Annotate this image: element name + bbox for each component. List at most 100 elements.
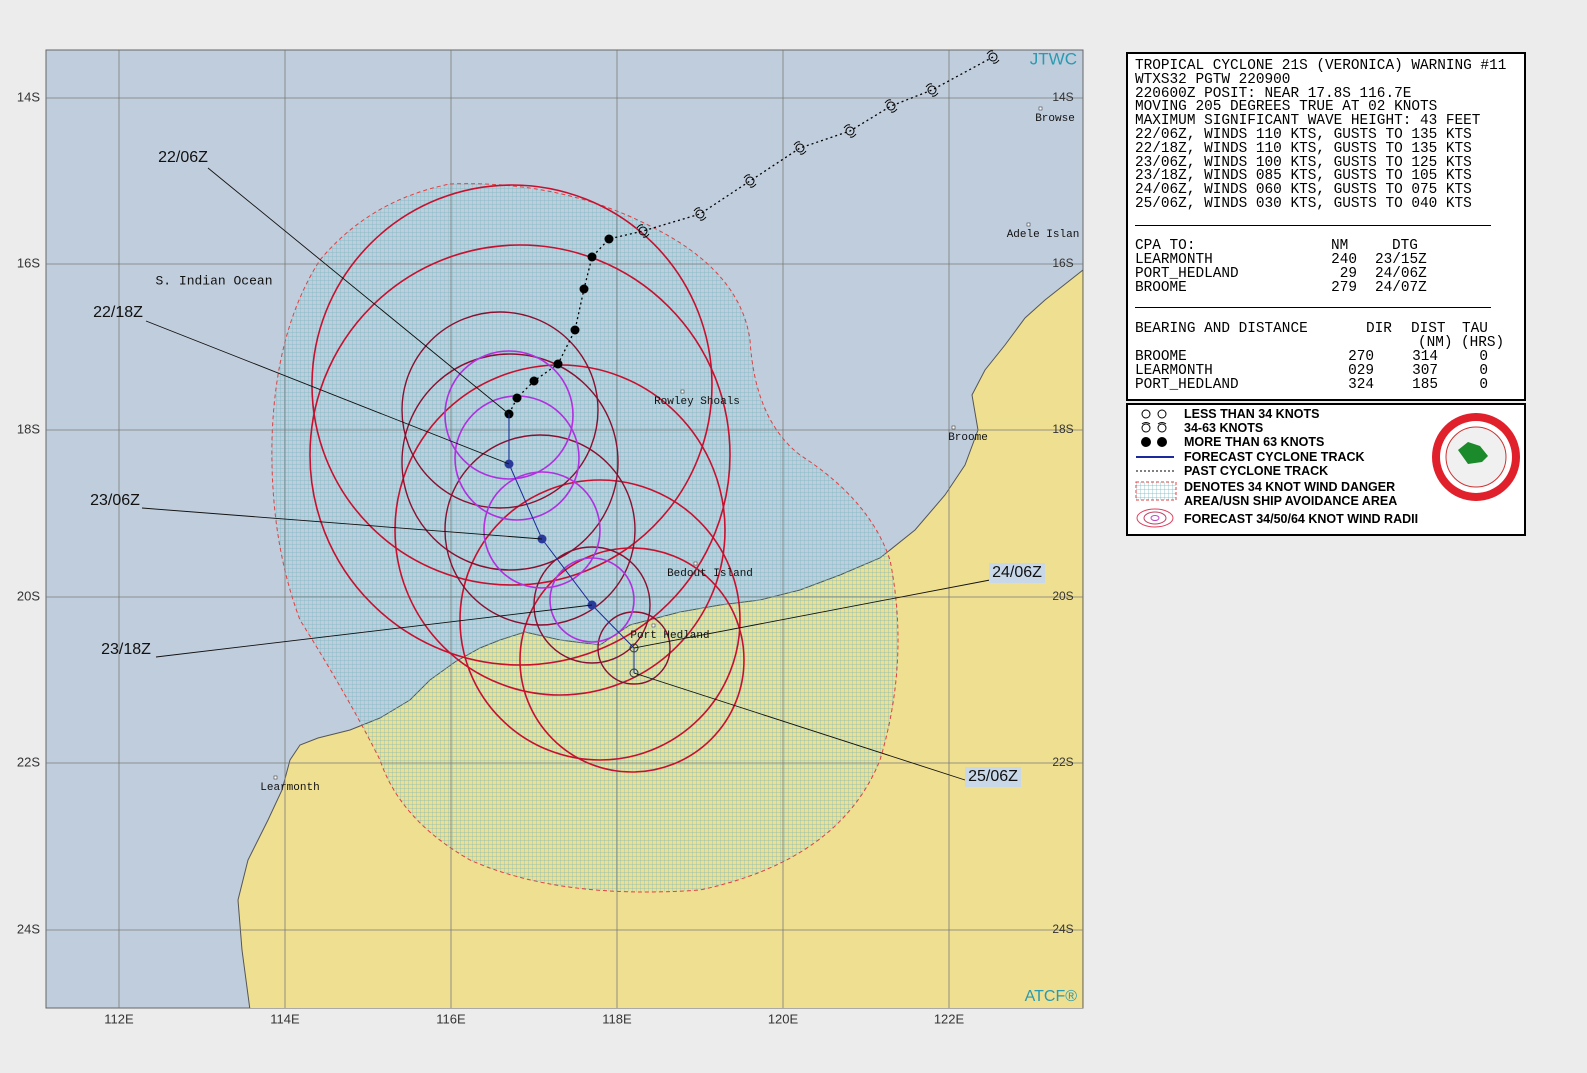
separator bbox=[1135, 225, 1491, 226]
place-marker bbox=[1038, 106, 1043, 111]
forecast-line: 23/06Z, WINDS 100 KTS, GUSTS TO 125 KTS bbox=[1135, 154, 1472, 171]
warning-line: MOVING 205 DEGREES TRUE AT 02 KNOTS bbox=[1135, 99, 1438, 116]
cpa-dtg: 24/06Z bbox=[1375, 266, 1427, 282]
lat-label: 22S bbox=[1052, 755, 1073, 769]
forecast-position bbox=[629, 668, 639, 678]
lon-label: 120E bbox=[768, 1011, 799, 1026]
legend-panel: LESS THAN 34 KNOTS 34-63 KNOTS MORE THAN 6… bbox=[1126, 403, 1526, 536]
cpa-nm: 240 bbox=[1331, 252, 1357, 268]
wind-radius-34 bbox=[311, 184, 713, 586]
cpa-column: DTG bbox=[1392, 238, 1418, 254]
bearing-tau: 0 bbox=[1479, 363, 1488, 379]
bearing-unit: (HRS) bbox=[1461, 335, 1505, 351]
bearing-dist: 314 bbox=[1412, 349, 1438, 365]
storm-symbol bbox=[884, 99, 898, 113]
atcf-label: ATCF® bbox=[1025, 988, 1078, 1005]
lat-label: 24S bbox=[1052, 922, 1073, 936]
label-leader bbox=[155, 604, 593, 658]
forecast-line: 23/18Z, WINDS 085 KTS, GUSTS TO 105 KTS bbox=[1135, 168, 1472, 185]
place-marker bbox=[951, 425, 956, 430]
legend-symbols bbox=[1135, 409, 1520, 528]
label-leader bbox=[207, 167, 510, 415]
storm-symbol bbox=[693, 207, 707, 221]
label-leader bbox=[145, 320, 510, 465]
place-label: Broome bbox=[948, 432, 988, 444]
wind-radius-34 bbox=[459, 479, 741, 761]
bearing-tau: 0 bbox=[1479, 377, 1488, 393]
place-marker bbox=[1026, 222, 1031, 227]
lon-label: 116E bbox=[436, 1011, 466, 1026]
storm-symbol bbox=[843, 124, 857, 138]
wind-radius-50 bbox=[533, 546, 651, 664]
forecast-label: 25/06Z bbox=[968, 768, 1018, 785]
place-label: Learmonth bbox=[260, 782, 319, 794]
bearing-tau: 0 bbox=[1479, 349, 1488, 365]
storm-symbol bbox=[636, 224, 650, 238]
cpa-name: PORT_HEDLAND bbox=[1135, 266, 1239, 282]
lat-label: 20S bbox=[17, 588, 40, 603]
cpa-name: LEARMONTH bbox=[1135, 252, 1213, 268]
past-position bbox=[587, 252, 597, 262]
legend-item: DENOTES 34 KNOT WIND DANGER bbox=[1184, 480, 1396, 494]
bearing-column: DIST bbox=[1411, 321, 1446, 337]
lon-label: 114E bbox=[270, 1011, 300, 1026]
label-leader bbox=[141, 507, 543, 540]
past-position bbox=[845, 126, 855, 136]
cpa-dtg: 24/07Z bbox=[1375, 280, 1427, 296]
lat-label: 16S bbox=[1052, 256, 1073, 270]
warning-line: WTXS32 PGTW 220900 bbox=[1135, 71, 1291, 88]
past-position bbox=[604, 234, 614, 244]
past-position bbox=[579, 284, 589, 294]
bearing-dist: 307 bbox=[1412, 363, 1438, 379]
wind-radius-50 bbox=[401, 311, 599, 509]
warning-line: TROPICAL CYCLONE 21S (VERONICA) WARNING … bbox=[1135, 58, 1507, 74]
lat-label: 16S bbox=[17, 255, 40, 270]
storm-symbol bbox=[925, 83, 939, 97]
bearing-name: PORT_HEDLAND bbox=[1135, 377, 1239, 393]
lat-label: 20S bbox=[1052, 589, 1073, 603]
wind-radius-50 bbox=[597, 611, 671, 685]
wind-radius-34 bbox=[519, 547, 745, 773]
forecast-position bbox=[629, 643, 639, 653]
forecast-label: 22/18Z bbox=[93, 304, 143, 321]
lat-label: 14S bbox=[17, 89, 40, 104]
cpa-column: NM bbox=[1331, 238, 1349, 254]
wind-radius-64 bbox=[483, 471, 601, 589]
forecast-label: 22/06Z bbox=[158, 149, 208, 166]
cpa-dtg: 23/15Z bbox=[1375, 252, 1427, 268]
bearing-column: TAU bbox=[1462, 321, 1488, 337]
legend-item: 34-63 KNOTS bbox=[1184, 421, 1264, 435]
label-bg bbox=[989, 563, 1045, 583]
bearing-name: BROOME bbox=[1135, 349, 1187, 365]
label-leader bbox=[633, 579, 991, 649]
storm-symbol bbox=[793, 141, 807, 155]
wind-radius-50 bbox=[401, 353, 619, 571]
place-label: S. Indian Ocean bbox=[155, 273, 272, 288]
place-label: Adele Islan bbox=[1007, 229, 1080, 241]
forecast-label: 23/18Z bbox=[101, 641, 151, 658]
wind-radius-50 bbox=[444, 434, 636, 626]
cpa-name: BROOME bbox=[1135, 280, 1187, 296]
place-label: Port Hedland bbox=[630, 630, 709, 642]
forecast-label: 23/06Z bbox=[90, 492, 140, 509]
lon-label: 122E bbox=[934, 1011, 965, 1026]
map: 112E 114E 116E 118E 120E 122E 14S 14S 16S 16S 18S 1… bbox=[17, 49, 1084, 1026]
past-position bbox=[570, 325, 580, 335]
cpa-nm: 29 bbox=[1339, 266, 1357, 282]
past-position bbox=[695, 209, 705, 219]
warning-line: 220600Z POSIT: NEAR 17.8S 116.7E bbox=[1135, 85, 1412, 102]
place-marker bbox=[651, 623, 656, 628]
past-position bbox=[927, 85, 937, 95]
lat-label: 14S bbox=[1052, 90, 1073, 104]
lat-label: 18S bbox=[1052, 422, 1073, 436]
past-position bbox=[988, 52, 998, 62]
lon-label: 118E bbox=[602, 1011, 632, 1026]
source-label: JTWC bbox=[1030, 49, 1077, 68]
place-marker bbox=[680, 389, 685, 394]
legend-item: MORE THAN 63 KNOTS bbox=[1184, 435, 1325, 449]
label-leader bbox=[633, 672, 966, 781]
legend-item: AREA/USN SHIP AVOIDANCE AREA bbox=[1184, 494, 1398, 508]
place-marker bbox=[693, 561, 698, 566]
lat-label: 18S bbox=[17, 421, 40, 436]
